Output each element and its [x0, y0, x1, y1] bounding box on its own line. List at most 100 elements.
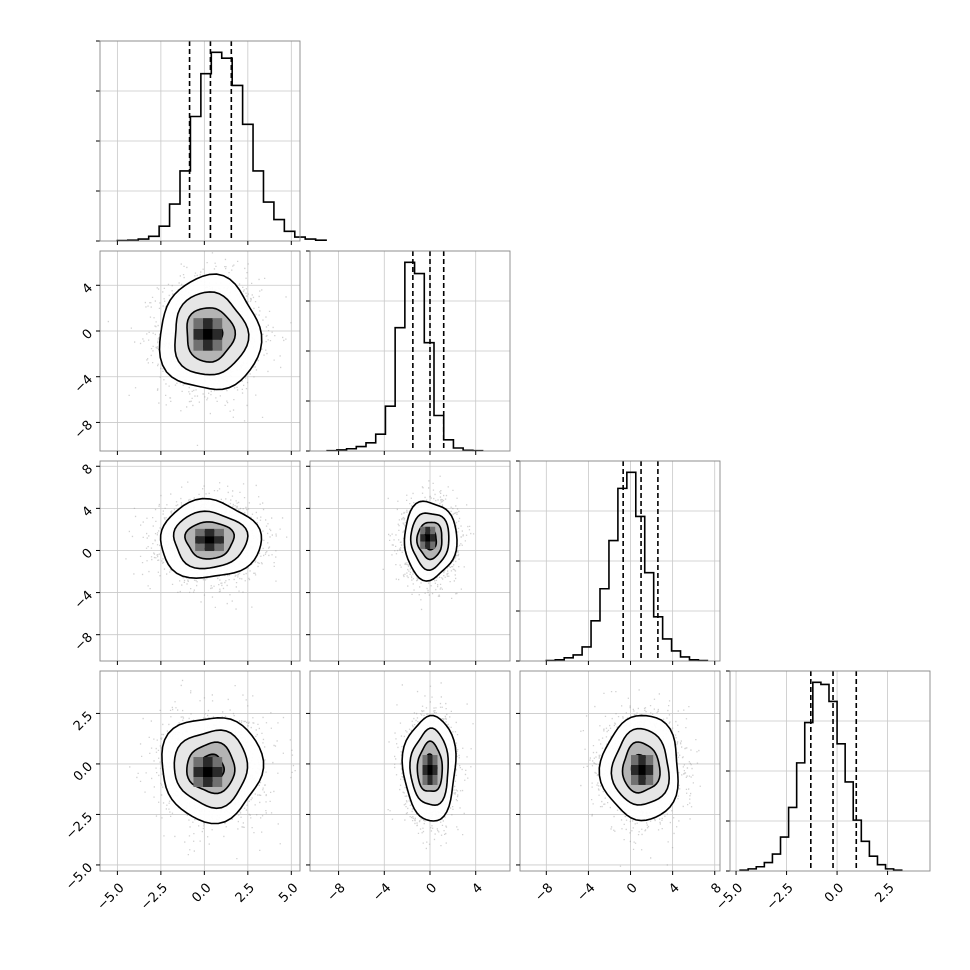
density-core [193, 318, 223, 351]
density-cell [420, 526, 426, 535]
histogram-line [545, 471, 709, 662]
density-cell [425, 526, 431, 535]
contour-line [415, 521, 443, 561]
density-cell [631, 774, 639, 785]
density-cell [430, 541, 436, 549]
panel-body [310, 461, 510, 661]
x-tick-label: 4 [469, 881, 485, 897]
scatter-panel-3-2 [516, 670, 721, 875]
x-tick-label: −4 [370, 881, 394, 905]
panel-body [100, 461, 300, 661]
contour-line [158, 273, 263, 391]
density-cell [212, 757, 223, 768]
y-tick-label: −2.5 [63, 810, 96, 843]
density-cell [430, 534, 436, 542]
contour-line [185, 741, 236, 795]
density-cell [203, 767, 213, 777]
contour-line [401, 714, 457, 822]
density-cell [427, 765, 433, 775]
density-cell [422, 755, 428, 765]
histogram-panel-3 [726, 670, 931, 875]
x-tick-label: 0.0 [189, 881, 214, 906]
density-cell [212, 767, 223, 777]
contour-line [416, 740, 444, 793]
x-tick-label: 0 [424, 881, 440, 897]
density-cell [430, 526, 436, 535]
contour-line [598, 714, 679, 822]
histogram-line [739, 681, 903, 871]
density-cell [645, 765, 654, 775]
x-tick-label: 0.0 [822, 881, 847, 906]
contour-line [184, 521, 236, 560]
y-tick-label: 0 [80, 326, 96, 342]
density-cell [195, 528, 205, 537]
x-tick-label: −8 [325, 881, 349, 905]
scatter-panel-3-1 [306, 670, 511, 875]
density-cell [432, 755, 438, 765]
panel-frame [99, 40, 301, 242]
density-cell [638, 774, 646, 785]
density-core [631, 755, 654, 785]
y-tick-label: 4 [80, 281, 96, 297]
y-tick-label: 2.5 [71, 709, 96, 734]
panel-frame [309, 250, 511, 452]
density-cell [214, 543, 224, 552]
density-cell [214, 528, 224, 537]
panel-frame [729, 670, 931, 872]
density-cell [203, 329, 213, 340]
contour-line [173, 729, 249, 810]
contour-line [186, 307, 237, 363]
panel-frame [519, 460, 721, 662]
panel-body [310, 671, 510, 871]
scatter-panel-3-0 [96, 670, 301, 875]
contour-line [409, 512, 450, 572]
panel-frame [309, 460, 511, 662]
x-tick-label: 5.0 [276, 881, 301, 906]
density-cell [193, 767, 204, 777]
density-cell [422, 774, 428, 785]
density-cell [432, 774, 438, 785]
density-cell [204, 536, 215, 544]
contour-line [172, 510, 249, 570]
density-cell [425, 534, 431, 542]
density-cell [425, 541, 431, 549]
histogram-line [116, 51, 327, 242]
density-cell [212, 339, 223, 351]
density-cell [214, 536, 224, 544]
histogram-panel-0 [96, 40, 327, 245]
density-cell [631, 755, 639, 765]
density-cell [203, 757, 213, 768]
density-cell [427, 774, 433, 785]
density-cell [427, 755, 433, 765]
y-tick-label: −4 [72, 588, 96, 612]
panel-frame [99, 250, 301, 452]
density-cell [638, 755, 646, 765]
y-tick-label: 0.0 [71, 759, 96, 784]
x-tick-label: −8 [532, 881, 556, 905]
x-tick-label: −5.0 [95, 881, 128, 914]
contour-line [403, 500, 458, 582]
contour-line [159, 497, 263, 580]
density-cell [193, 339, 204, 351]
panel-body [100, 671, 300, 871]
x-tick-label: −2.5 [764, 881, 797, 914]
y-tick-label: −5.0 [63, 860, 96, 893]
contour-line [409, 727, 450, 807]
panel-body [100, 251, 300, 451]
density-cell [203, 318, 213, 329]
scatter-panel-1-0 [96, 250, 301, 455]
panel-frame [519, 670, 721, 872]
density-cell [193, 777, 204, 787]
x-tick-label: 0 [624, 881, 640, 897]
density-cell [195, 543, 205, 552]
density-core [193, 757, 223, 787]
density-cell [212, 318, 223, 329]
x-tick-label: 2.5 [873, 881, 898, 906]
density-cell [638, 765, 646, 775]
density-cell [422, 765, 428, 775]
density-cell [204, 543, 215, 552]
density-cell [432, 765, 438, 775]
x-tick-label: 4 [666, 881, 682, 897]
density-cell [212, 777, 223, 787]
